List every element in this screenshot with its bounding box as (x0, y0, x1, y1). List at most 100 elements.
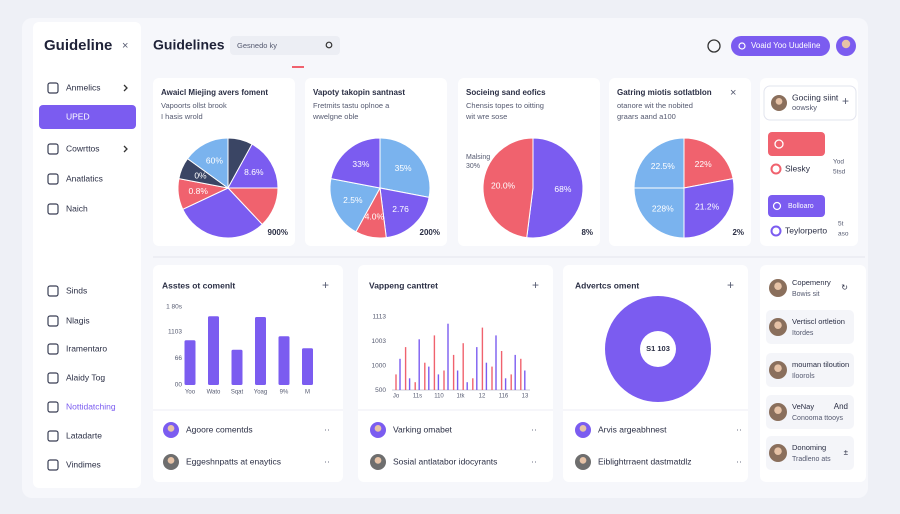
pie-slice (227, 143, 279, 189)
x-tick-label: M (305, 390, 310, 396)
close-button[interactable]: × (730, 87, 736, 99)
person-action[interactable]: And (834, 402, 848, 411)
slice-label: 0% (194, 170, 207, 180)
card-subtitle: I hasis wrold (161, 112, 203, 121)
add-button[interactable]: + (727, 278, 734, 292)
nav-item[interactable]: Cowrttos (66, 143, 100, 153)
add-button[interactable]: + (322, 278, 329, 292)
card-subtitle: otanore wit the nobited (617, 101, 693, 110)
nav-item[interactable]: Nlagis (66, 315, 90, 325)
cta-icon (738, 42, 746, 50)
x-tick-label: Wato (207, 390, 221, 396)
x-tick-label: Yoo (185, 390, 196, 396)
x-tick-label: 110 (434, 394, 444, 400)
donut-hole (640, 331, 676, 367)
more-icon: ·· (324, 424, 330, 434)
nav-item[interactable]: Sinds (66, 285, 87, 295)
x-tick-label: Jo (393, 394, 400, 400)
nav-item[interactable]: Alaidy Tog (66, 372, 105, 382)
option-label: Slesky (785, 163, 811, 173)
person-row (766, 353, 854, 387)
card-title: Vappeng canttret (369, 280, 438, 290)
y-tick-label: 500 (375, 387, 386, 394)
person-name: Copemenry (792, 278, 831, 287)
list-item: Arvis argeabhnest (598, 424, 667, 434)
nav-icon (47, 459, 59, 471)
nav-icon (47, 82, 59, 94)
more-icon: ·· (531, 456, 537, 466)
card-title: Socieing sand eofics (466, 88, 546, 97)
nav-item[interactable]: Latadarte (66, 430, 102, 440)
avatar-face (374, 457, 382, 464)
nav-item[interactable]: Anmelics (66, 82, 100, 92)
y-tick-label: 1113 (373, 314, 387, 321)
person-row (766, 310, 854, 344)
search-box[interactable] (230, 36, 340, 55)
list-item: Eiblightrraent dastmatdlz (598, 456, 692, 466)
avatar-face (167, 425, 175, 432)
search-placeholder: Gesnedo ky (237, 41, 277, 50)
x-tick-label: 12 (479, 394, 486, 400)
nav-icon (47, 173, 59, 185)
person-action[interactable]: ± (844, 448, 849, 457)
side-label: Malsing (466, 154, 490, 161)
y-tick-label: 1 80s (166, 304, 183, 311)
pie-slice (633, 187, 685, 239)
nav-item[interactable]: Vindimes (66, 459, 101, 469)
nav-item[interactable]: Naich (66, 203, 88, 213)
nav-item[interactable]: UPED (66, 111, 90, 121)
card-subtitle: wit wre sose (465, 112, 507, 121)
card (358, 265, 553, 482)
nav-item[interactable]: Nottidatching (66, 401, 116, 411)
slice-label: 33% (352, 159, 369, 169)
purple-button[interactable] (768, 195, 825, 217)
add-button[interactable]: + (842, 94, 849, 108)
more-icon: ·· (324, 456, 330, 466)
red-button[interactable] (768, 132, 825, 156)
pie-slice (683, 137, 734, 189)
bar (278, 336, 290, 385)
x-tick-label: 1tk (456, 394, 465, 400)
x-tick-label: Sqat (231, 390, 244, 396)
add-button[interactable]: + (532, 278, 539, 292)
card-subtitle: graars aand a100 (617, 112, 676, 121)
card-title: Gatring miotis sotlatblon (617, 88, 712, 97)
person-sub: Tradleno ats (792, 456, 831, 463)
y-tick-label: 66 (175, 355, 183, 362)
profile-sub: oowsky (792, 103, 817, 112)
slice-label: 8.6% (244, 167, 264, 177)
person-sub: Itordes (792, 330, 814, 337)
bar (231, 349, 243, 385)
card-title: Awaicl Miejing avers foment (161, 88, 268, 97)
note: Yod (833, 159, 844, 166)
logo: Guideline (44, 37, 112, 54)
nav-active (39, 105, 136, 129)
nav-item[interactable]: Anatlatics (66, 173, 103, 183)
page-title: Guidelines (153, 37, 225, 53)
person-row (766, 395, 854, 429)
nav-icon (47, 143, 59, 155)
nav-item[interactable]: Iramentaro (66, 343, 107, 353)
person-name: Vertiscl ortletion (792, 317, 845, 326)
avatar-face (774, 282, 782, 290)
radio (770, 225, 782, 237)
x-tick-label: 9% (280, 390, 289, 396)
more-icon: ·· (736, 456, 742, 466)
slice-label: 228% (652, 203, 674, 213)
x-tick-label: 13 (522, 394, 529, 400)
close-button[interactable]: × (122, 40, 128, 52)
person-action[interactable]: ↻ (841, 283, 848, 292)
list-item: Eggeshnpatts at enaytics (186, 456, 281, 466)
cta-button[interactable] (731, 36, 830, 56)
person-sub: Conooma ttooys (792, 415, 843, 422)
pie-slice (482, 137, 534, 239)
avatar-face (579, 425, 587, 432)
search-button[interactable] (707, 39, 721, 53)
slice-label: 2.76 (392, 204, 409, 214)
profile-chip (763, 85, 857, 121)
slice-label: 4.0% (365, 212, 385, 222)
bar (184, 340, 196, 385)
slice-label: 60% (206, 156, 223, 166)
pie-slice (186, 137, 229, 189)
